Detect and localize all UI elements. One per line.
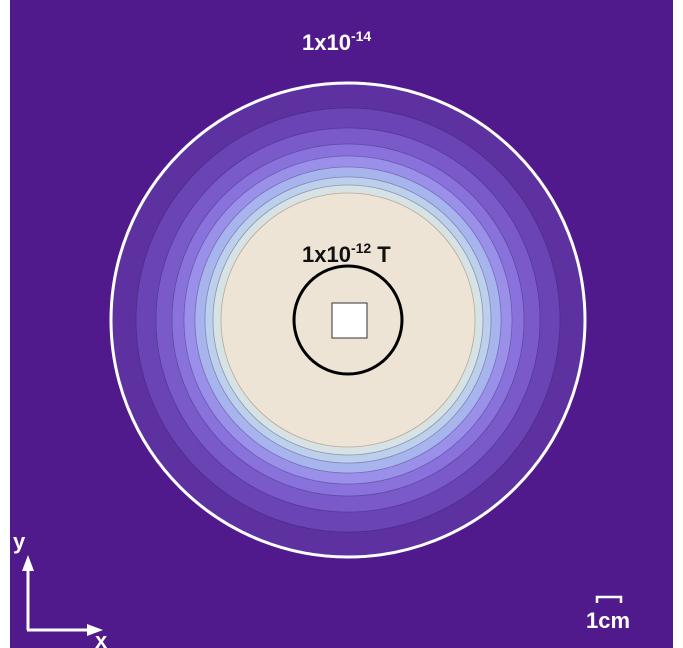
y-axis-arrow-head xyxy=(22,555,34,571)
scale-bar-line xyxy=(595,595,623,603)
axis-indicator: y x xyxy=(13,529,108,648)
inner-contour-line xyxy=(292,264,404,376)
inner-contour-label: 1x10-12 T xyxy=(302,240,391,267)
inner-contour-label-unit: T xyxy=(377,242,391,267)
scale-bar: 1cm xyxy=(586,595,630,633)
outer-contour-line xyxy=(109,81,587,559)
outer-contour-label: 1x10-14 xyxy=(302,28,371,55)
scale-bar-label: 1cm xyxy=(586,608,630,633)
outer-contour-label-base: 1x10 xyxy=(302,30,351,55)
outer-contour-label-exponent: -14 xyxy=(351,28,371,44)
source-square xyxy=(331,302,368,339)
inner-contour-label-base: 1x10 xyxy=(302,242,351,267)
y-axis-label: y xyxy=(13,529,26,554)
inner-contour-label-exponent: -12 xyxy=(351,240,371,256)
x-axis-label: x xyxy=(95,628,108,648)
x-axis-arrow-head xyxy=(87,624,103,636)
